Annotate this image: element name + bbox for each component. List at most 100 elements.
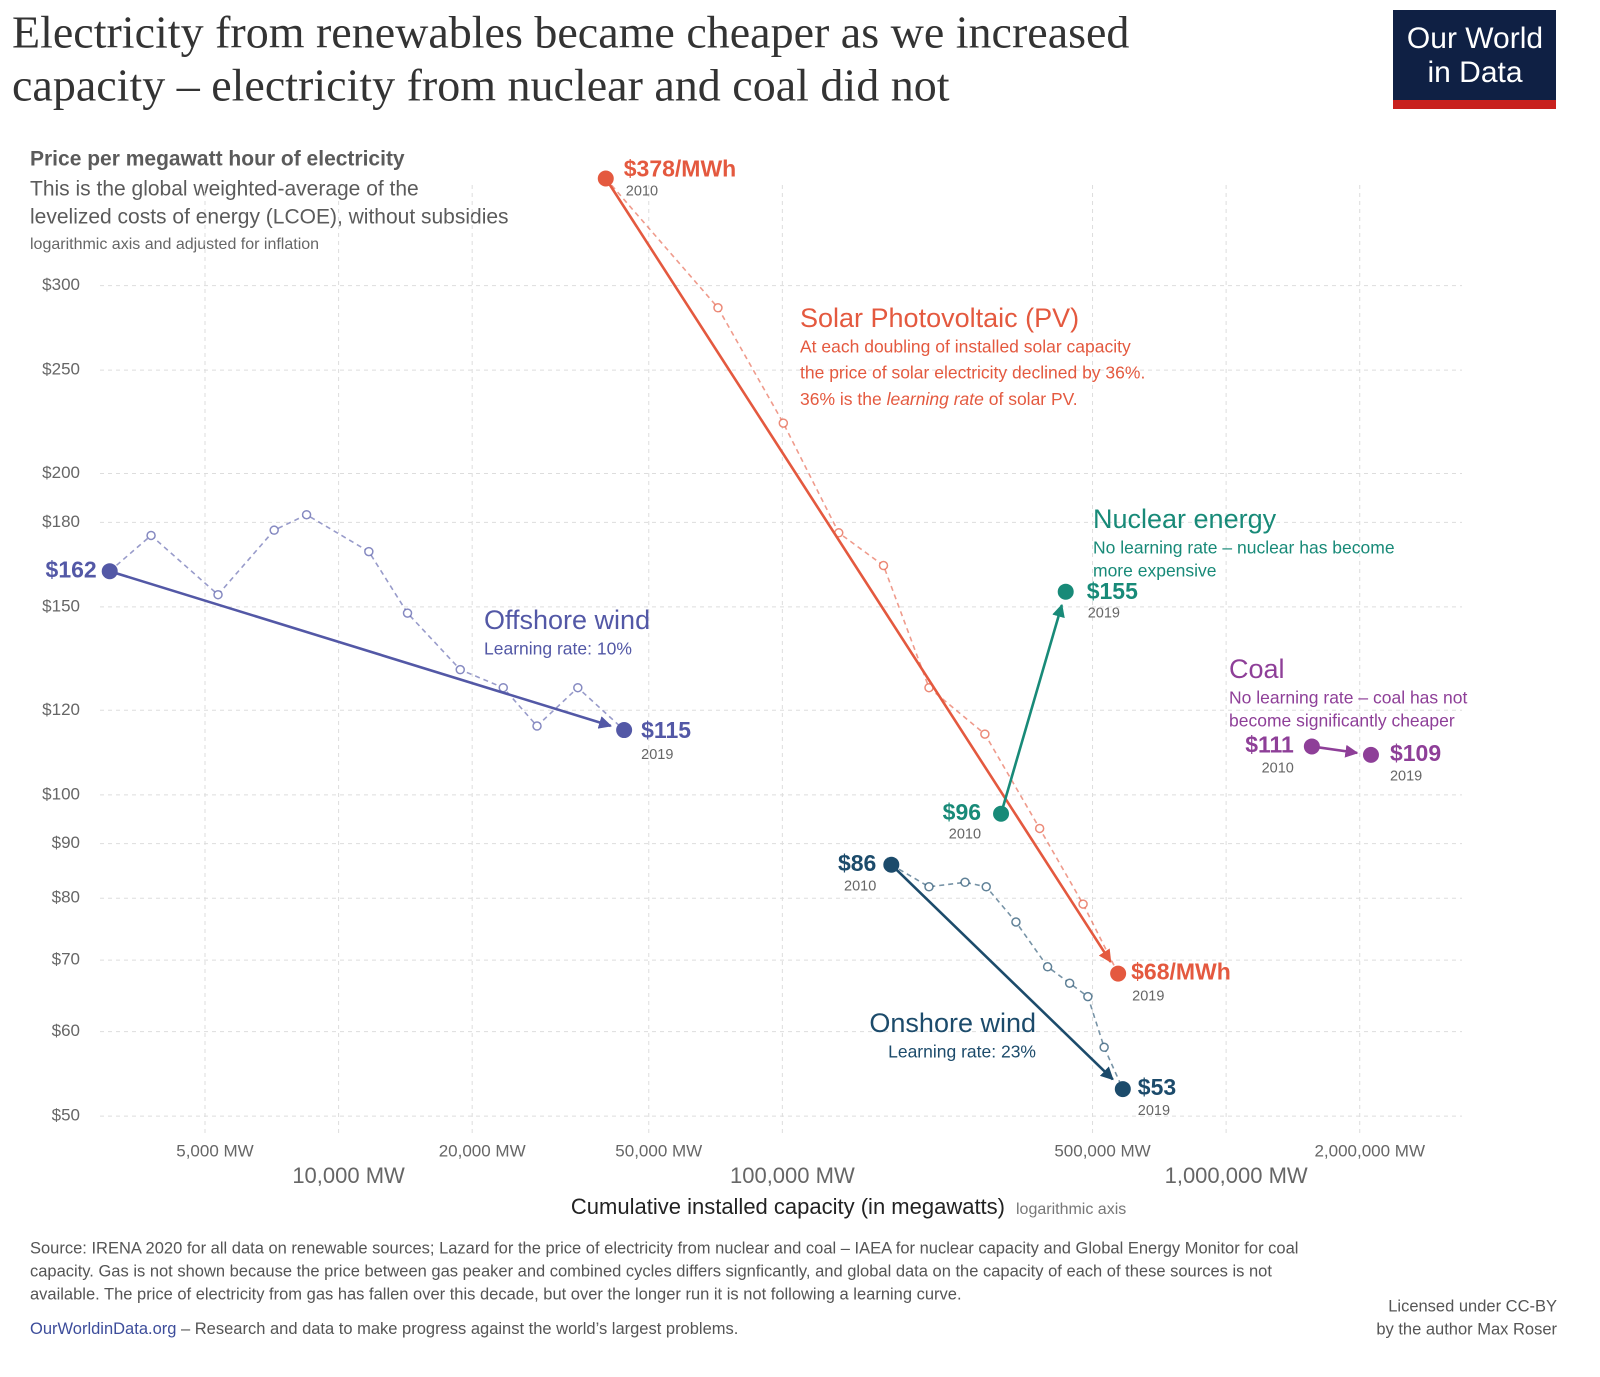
series-description: become significantly cheaper bbox=[1229, 711, 1455, 731]
x-tick-label: 5,000 MW bbox=[176, 1141, 253, 1160]
logo-bar bbox=[1393, 100, 1556, 109]
series-name: Coal bbox=[1229, 654, 1285, 684]
value-label: $155 bbox=[1087, 578, 1138, 604]
series-description: the price of solar electricity declined … bbox=[800, 363, 1145, 383]
logo[interactable] bbox=[1393, 10, 1556, 108]
endpoint bbox=[597, 170, 614, 187]
value-label: $86 bbox=[838, 850, 876, 876]
point bbox=[980, 729, 990, 739]
point bbox=[924, 882, 934, 892]
y-tick-label: $100 bbox=[42, 784, 80, 803]
trend-arrow bbox=[604, 177, 1112, 963]
y-tick-label: $180 bbox=[42, 512, 80, 531]
subtitle: Price per megawatt hour of electricity bbox=[30, 148, 405, 171]
point bbox=[269, 525, 279, 535]
series-name: Offshore wind bbox=[484, 605, 650, 635]
trend-arrow bbox=[890, 863, 1114, 1081]
year-label: 2019 bbox=[1088, 606, 1120, 622]
source: available. The price of electricity from… bbox=[30, 1285, 962, 1303]
x-axis-note: logarithmic axis bbox=[1016, 1201, 1126, 1218]
y-tick-label: $80 bbox=[52, 888, 80, 907]
point bbox=[573, 682, 583, 693]
point bbox=[455, 664, 465, 675]
value-label: $378/MWh bbox=[624, 156, 736, 182]
point bbox=[532, 721, 542, 731]
year-label: 2010 bbox=[1262, 760, 1294, 776]
endpoint bbox=[993, 805, 1010, 822]
point bbox=[146, 530, 156, 541]
point bbox=[1064, 978, 1075, 988]
y-tick-label: $60 bbox=[52, 1021, 80, 1040]
series-name: Onshore wind bbox=[869, 1008, 1036, 1038]
title: Electricity from renewables became cheap… bbox=[12, 7, 1129, 58]
y-tick-label: $200 bbox=[42, 463, 80, 482]
value-label: $68/MWh bbox=[1131, 959, 1231, 985]
license: by the author Max Roser bbox=[1376, 1320, 1557, 1338]
endpoint bbox=[1114, 1081, 1131, 1098]
series-description: No learning rate – coal has not bbox=[1229, 688, 1467, 708]
point bbox=[1011, 917, 1021, 927]
point bbox=[1083, 991, 1093, 1002]
endpoint bbox=[883, 856, 900, 873]
point bbox=[713, 303, 723, 313]
y-tick-label: $150 bbox=[42, 596, 80, 615]
y-tick-label: $50 bbox=[52, 1106, 80, 1125]
series-description: more expensive bbox=[1093, 561, 1217, 581]
year-label: 2010 bbox=[844, 879, 876, 895]
y-tick-label: $120 bbox=[42, 700, 80, 719]
point bbox=[778, 418, 789, 428]
point bbox=[960, 877, 970, 888]
y-tick-label: $250 bbox=[42, 360, 80, 379]
x-tick-label: 1,000,000 MW bbox=[1165, 1163, 1308, 1188]
description: This is the global weighted-average of t… bbox=[30, 178, 419, 201]
value-label: $53 bbox=[1138, 1074, 1176, 1100]
endpoint bbox=[1110, 965, 1127, 982]
series-name: Nuclear energy bbox=[1093, 504, 1277, 534]
tagline: – Research and data to make progress aga… bbox=[176, 1320, 738, 1338]
plot: $50 $60 $70 $80 $90 $100 $120 $150 $180 $200 $250 $… bbox=[42, 156, 1467, 1188]
y-tick-label: $70 bbox=[52, 950, 80, 969]
y-tick-label: $90 bbox=[52, 833, 80, 852]
source: capacity. Gas is not shown because the p… bbox=[30, 1262, 1272, 1280]
endpoint bbox=[1362, 746, 1379, 763]
year-label: 2010 bbox=[626, 183, 658, 199]
point bbox=[878, 560, 889, 571]
x-tick-label: 2,000,000 MW bbox=[1314, 1141, 1425, 1160]
x-axis-title: Cumulative installed capacity (in megawa… bbox=[571, 1194, 1005, 1219]
logo-text: Our World bbox=[1407, 22, 1543, 55]
description-part: 36% is the bbox=[800, 389, 887, 409]
year-label: 2019 bbox=[1138, 1103, 1170, 1119]
series-name: Solar Photovoltaic (PV) bbox=[800, 303, 1079, 333]
logo-text: in Data bbox=[1427, 56, 1522, 89]
trend-dashed-line bbox=[605, 177, 1119, 974]
title: capacity – electricity from nuclear and … bbox=[12, 60, 950, 111]
y-tick-label: $300 bbox=[42, 275, 80, 294]
point bbox=[1078, 899, 1088, 909]
series-description: 36% is the learning rate of solar PV. bbox=[800, 389, 1078, 409]
year-label: 2019 bbox=[1132, 988, 1164, 1004]
description-part: of solar PV. bbox=[984, 389, 1078, 409]
year-label: 2019 bbox=[1390, 769, 1422, 785]
year-label: 2010 bbox=[949, 827, 981, 843]
x-tick-label: 500,000 MW bbox=[1054, 1141, 1150, 1160]
endpoint bbox=[101, 563, 118, 580]
year-label: 2019 bbox=[641, 747, 673, 763]
x-tick-label: 10,000 MW bbox=[292, 1163, 405, 1188]
description: levelized costs of energy (LCOE), withou… bbox=[30, 206, 509, 229]
point bbox=[213, 589, 223, 600]
value-label: $115 bbox=[641, 717, 691, 743]
point bbox=[981, 882, 991, 892]
license: Licensed under CC-BY bbox=[1388, 1297, 1557, 1315]
x-tick-label: 20,000 MW bbox=[439, 1141, 526, 1160]
footer: OurWorldinData.org – Research and data t… bbox=[30, 1320, 738, 1338]
series-description: At each doubling of installed solar capa… bbox=[800, 337, 1131, 357]
series-description: Learning rate: 23% bbox=[888, 1042, 1036, 1062]
series-description: Learning rate: 10% bbox=[484, 639, 632, 659]
description-part: learning rate bbox=[887, 389, 985, 409]
value-label: $111 bbox=[1245, 732, 1294, 758]
endpoint bbox=[1303, 738, 1320, 755]
source: Source: IRENA 2020 for all data on renew… bbox=[30, 1239, 1298, 1257]
site-link[interactable]: OurWorldinData.org bbox=[30, 1320, 176, 1338]
endpoint bbox=[1057, 583, 1074, 600]
point bbox=[402, 608, 413, 618]
